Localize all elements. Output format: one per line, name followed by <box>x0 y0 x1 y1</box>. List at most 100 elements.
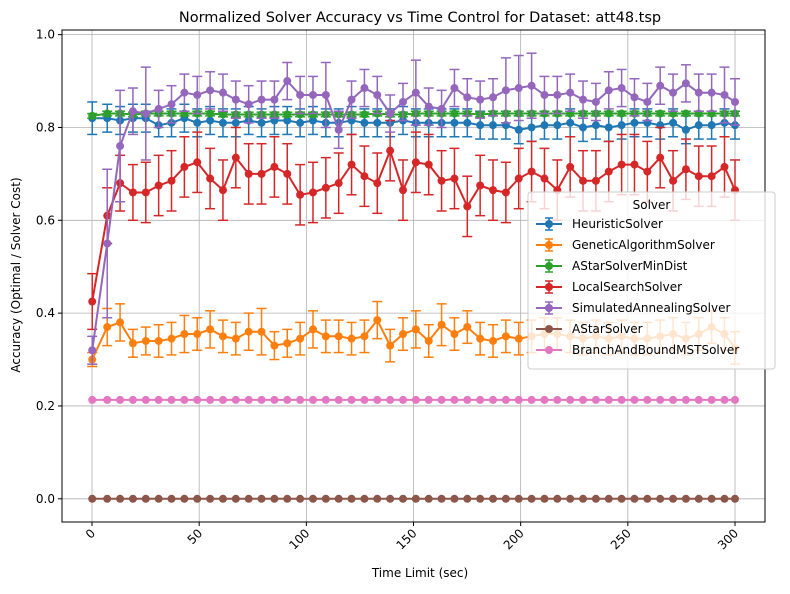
data-point <box>308 116 317 125</box>
data-point <box>437 494 446 503</box>
data-point <box>283 116 292 125</box>
data-point <box>128 395 137 404</box>
data-point <box>334 395 343 404</box>
data-point <box>347 395 356 404</box>
legend-item-heuristic-solver: HeuristicSolver <box>536 217 663 231</box>
data-point <box>411 158 420 167</box>
data-point <box>681 494 690 503</box>
data-point <box>450 494 459 503</box>
legend-item-local-search-solver: LocalSearchSolver <box>536 280 682 294</box>
series-local-search-solver <box>87 119 740 331</box>
data-point <box>591 494 600 503</box>
data-point <box>257 169 266 178</box>
data-point <box>88 297 97 306</box>
data-point <box>334 179 343 188</box>
data-point <box>643 167 652 176</box>
data-point <box>180 494 189 503</box>
data-point <box>180 88 189 97</box>
data-point <box>656 153 665 162</box>
x-axis-label: Time Limit (sec) <box>371 566 468 580</box>
data-point <box>321 332 330 341</box>
data-point <box>296 395 305 404</box>
data-point <box>308 395 317 404</box>
data-point <box>514 334 523 343</box>
data-point <box>244 169 253 178</box>
series-astar-solver <box>88 494 739 503</box>
data-point <box>591 176 600 185</box>
data-point <box>553 395 562 404</box>
data-point <box>257 494 266 503</box>
data-point <box>347 95 356 104</box>
data-point <box>360 84 369 93</box>
data-point <box>656 494 665 503</box>
legend-box <box>527 191 776 370</box>
legend-item-genetic-algorithm-solver: GeneticAlgorithmSolver <box>536 238 715 252</box>
data-point <box>154 395 163 404</box>
data-point <box>244 395 253 404</box>
data-point <box>694 395 703 404</box>
data-point <box>553 90 562 99</box>
data-point <box>411 395 420 404</box>
data-point <box>437 176 446 185</box>
data-point <box>720 162 729 171</box>
legend-label: LocalSearchSolver <box>572 280 682 294</box>
data-point <box>566 88 575 97</box>
data-point <box>296 494 305 503</box>
legend-label: AStarSolver <box>572 322 643 336</box>
data-point <box>643 97 652 106</box>
y-tick-label: 0.0 <box>36 492 55 506</box>
data-point <box>154 494 163 503</box>
data-point <box>514 494 523 503</box>
data-point <box>386 494 395 503</box>
y-tick-label: 0.4 <box>36 306 55 320</box>
data-point <box>360 118 369 127</box>
data-point <box>167 494 176 503</box>
legend-item-simulated-annealing-solver: SimulatedAnnealingSolver <box>536 301 730 315</box>
y-tick-label: 0.8 <box>36 120 55 134</box>
data-point <box>707 88 716 97</box>
data-point <box>321 183 330 192</box>
data-point <box>411 88 420 97</box>
data-point <box>694 494 703 503</box>
data-point <box>707 395 716 404</box>
data-point <box>681 395 690 404</box>
data-point <box>167 334 176 343</box>
data-point <box>347 334 356 343</box>
data-point <box>643 395 652 404</box>
data-point <box>463 494 472 503</box>
data-point <box>373 118 382 127</box>
data-point <box>514 84 523 93</box>
data-point <box>681 109 690 118</box>
data-point <box>167 176 176 185</box>
data-point <box>154 181 163 190</box>
data-point <box>231 95 240 104</box>
data-point <box>604 123 613 132</box>
data-point <box>604 167 613 176</box>
data-point <box>386 109 395 118</box>
data-point <box>681 165 690 174</box>
data-point <box>604 109 613 118</box>
data-point <box>270 395 279 404</box>
data-point <box>527 395 536 404</box>
data-point <box>347 160 356 169</box>
data-point <box>116 318 125 327</box>
data-point <box>669 176 678 185</box>
data-point <box>398 186 407 195</box>
data-point <box>193 90 202 99</box>
data-point <box>283 169 292 178</box>
data-point <box>707 121 716 130</box>
data-point <box>283 395 292 404</box>
data-point <box>373 494 382 503</box>
data-point <box>360 332 369 341</box>
y-tick-label: 1.0 <box>36 28 55 42</box>
data-point <box>476 95 485 104</box>
data-point <box>579 395 588 404</box>
data-point <box>450 174 459 183</box>
data-point <box>730 97 739 106</box>
data-point <box>206 116 215 125</box>
data-point <box>579 176 588 185</box>
data-point <box>424 395 433 404</box>
data-point <box>180 330 189 339</box>
data-point <box>257 395 266 404</box>
data-point <box>617 121 626 130</box>
